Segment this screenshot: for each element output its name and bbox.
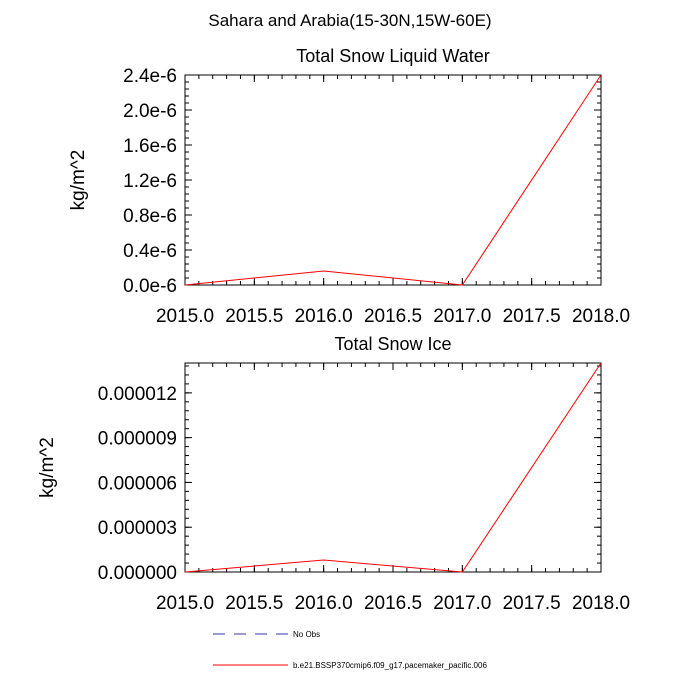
x-tick-label: 2018.0 [572, 593, 630, 614]
x-tick-label: 2017.5 [503, 593, 561, 614]
x-tick-label: 2017.5 [503, 306, 561, 327]
y-axis-label: kg/m^2 [37, 437, 58, 498]
x-tick-label: 2015.0 [156, 593, 214, 614]
y-tick-label: 1.6e-6 [123, 136, 177, 157]
x-tick-label: 2017.0 [433, 306, 491, 327]
panel-title: Total Snow Ice [334, 334, 451, 354]
y-axis-label: kg/m^2 [68, 150, 89, 211]
x-tick-label: 2015.5 [225, 593, 283, 614]
y-tick-label: 0.000009 [98, 429, 177, 450]
x-tick-label: 2016.5 [364, 593, 422, 614]
y-tick-label: 0.4e-6 [123, 241, 177, 262]
y-tick-label: 0.000003 [98, 518, 177, 539]
figure-title: Sahara and Arabia(15-30N,15W-60E) [208, 11, 491, 30]
series-line-liquid-water [184, 74, 602, 286]
series-line-ice [184, 362, 602, 573]
legend: No Obs b.e21.BSSP370cmip6.f09_g17.pacemak… [213, 630, 487, 670]
y-tick-label: 2.4e-6 [123, 66, 177, 87]
y-tick-label: 1.2e-6 [123, 171, 177, 192]
x-tick-label: 2015.5 [225, 306, 283, 327]
x-tick-label: 2016.0 [295, 593, 353, 614]
chart-panel-snow-ice: Total Snow Ice 2015.0 2015.5 2016.0 2016.5 20… [37, 334, 630, 614]
legend-label: No Obs [293, 630, 320, 639]
y-tick-label: 0.8e-6 [123, 206, 177, 227]
panel-title: Total Snow Liquid Water [296, 46, 489, 66]
x-tick-label: 2016.0 [295, 306, 353, 327]
y-tick-label: 0.000000 [98, 563, 177, 584]
plot-frame [184, 362, 602, 573]
plot-frame [184, 74, 602, 286]
y-tick-label: 0.0e-6 [123, 276, 177, 297]
legend-label: b.e21.BSSP370cmip6.f09_g17.pacemaker_pac… [293, 661, 487, 670]
x-tick-label: 2016.5 [364, 306, 422, 327]
y-tick-label: 2.0e-6 [123, 101, 177, 122]
y-tick-label: 0.000012 [98, 384, 177, 405]
x-tick-label: 2015.0 [156, 306, 214, 327]
y-tick-label: 0.000006 [98, 473, 177, 494]
x-tick-label: 2018.0 [572, 306, 630, 327]
x-tick-label: 2017.0 [433, 593, 491, 614]
chart-panel-snow-liquid-water: Total Snow Liquid Water 2015.0 2015.5 2016.… [68, 46, 630, 327]
